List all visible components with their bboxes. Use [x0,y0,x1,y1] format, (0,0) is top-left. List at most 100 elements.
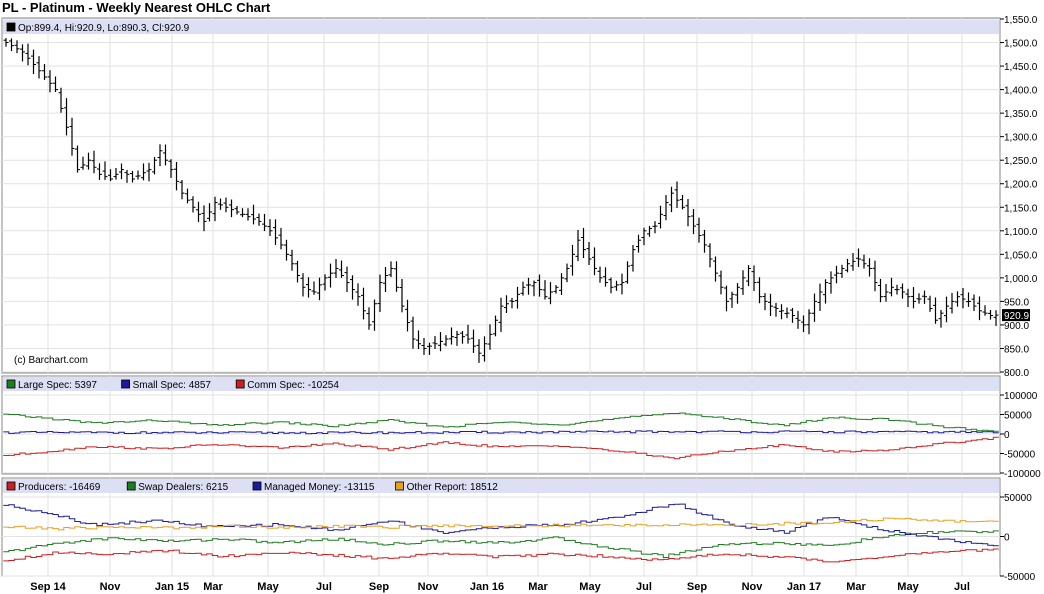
y-tick-label: 1,350.0 [1004,109,1038,120]
ohlc-bar [823,279,828,304]
x-tick-label: Sep [687,581,707,593]
ohlc-bar [828,271,834,294]
ohlc-bar [289,249,295,271]
ohlc-bar [542,280,548,300]
legend-label: Comm Spec: -10254 [247,380,339,391]
x-tick-label: Mar [203,581,223,593]
ohlc-bar [647,225,652,237]
ohlc-bar [674,181,680,208]
ohlc-bar [784,307,790,319]
x-tick-label: Nov [418,581,440,593]
ohlc-bar [608,277,614,294]
y-tick-label: 1,000.0 [1004,274,1038,285]
ohlc-bar [498,297,504,332]
ohlc-bar [196,201,201,223]
ohlc-bar [80,156,86,170]
y-tick-label: -100000 [1004,469,1041,480]
series-line-swap-dealers [3,530,999,558]
ohlc-bar [465,324,471,344]
ohlc-bar [53,76,58,92]
y-tick-label: 0 [1004,533,1010,544]
series-line-comm-spec [3,436,999,460]
legend-swatch [126,481,136,491]
ohlc-bar [927,295,933,312]
legend-swatch [395,481,405,491]
ohlc-bar [487,324,493,350]
ohlc-bar [97,163,102,180]
ohlc-bar [152,157,157,175]
y-tick-label: 1,200.0 [1004,180,1038,191]
page-title: PL - Platinum - Weekly Nearest OHLC Char… [2,0,271,15]
ohlc-bar [344,266,350,293]
ohlc-bar [955,291,960,307]
ohlc-bar [971,294,977,311]
ohlc-bar [339,260,344,278]
legend-label: Other Report: 18512 [407,482,499,493]
y-tick-label: 850.0 [1004,344,1029,355]
ohlc-bar [394,261,399,292]
ohlc-bar [42,64,47,80]
y-tick-label: 1,400.0 [1004,86,1038,97]
ohlc-bar [630,245,636,272]
ohlc-bar [311,281,317,295]
series-line-producers [3,548,999,563]
legend-label: Op:899.4, Hi:920.9, Lo:890.3, Cl:920.9 [18,23,190,34]
ohlc-bar [240,208,245,218]
ohlc-bar [685,198,691,227]
ohlc-bar [652,221,658,234]
ohlc-bar [531,280,537,297]
ohlc-bar [476,339,482,363]
legend-label: Managed Money: -13115 [264,482,375,493]
legend-layer: Op:899.4, Hi:920.9, Lo:890.3, Cl:920.9 La… [3,20,999,493]
ohlc-bar [520,281,526,296]
legend-swatch [235,379,245,389]
ohlc-bar [938,309,944,328]
y-tick-label: 1,250.0 [1004,156,1038,167]
y-tick-label: 1,100.0 [1004,227,1038,238]
ohlc-bar [537,274,542,297]
copyright-label: (c) Barchart.com [14,355,88,366]
ohlc-bar [388,261,394,278]
ohlc-bar [141,163,146,181]
ohlc-bar [619,273,625,295]
ohlc-bar [493,315,498,337]
ohlc-bar [575,229,581,262]
y-tick-label: 1,500.0 [1004,39,1038,50]
x-tick-label: Mar [846,581,866,593]
ohlc-bar [168,159,174,178]
ohlc-bar [36,56,42,79]
ohlc-bar [432,336,438,349]
ohlc-bar [119,163,124,180]
ohlc-bar [581,227,586,258]
ohlc-bar [977,296,982,321]
legend-swatch [6,481,16,491]
x-tick-label: Jan 16 [470,581,504,593]
ohlc-bar [355,283,361,306]
ohlc-bar [306,277,311,298]
y-tick-label: 900.0 [1004,321,1029,332]
ohlc-bar [861,254,867,269]
ohlc-bar [3,38,9,47]
ohlc-bar [718,270,724,295]
series-layer [3,38,999,563]
ohlc-bar [553,285,559,294]
y-tick-label: 800.0 [1004,368,1029,379]
ohlc-bar [658,205,663,229]
ohlc-bar [768,293,773,317]
legend-swatch [252,481,262,491]
legend-bar [3,377,999,391]
ohlc-bar [130,170,135,183]
ohlc-bar [25,43,31,66]
ohlc-bar [993,310,999,326]
ohlc-bar [713,256,718,282]
x-tick-label: Nov [100,581,122,593]
ohlc-bar [256,213,262,226]
ohlc-bar [773,302,779,317]
ohlc-bar [278,227,284,250]
axis-layer: Sep 14 Nov Jan 15 Mar May Jul Sep Nov Jan 16 Mar M… [30,15,1041,593]
ohlc-bar [795,310,801,329]
ohlc-bar [361,287,366,320]
ohlc-bar [801,315,806,333]
y-tick-label: 0 [1004,430,1010,441]
